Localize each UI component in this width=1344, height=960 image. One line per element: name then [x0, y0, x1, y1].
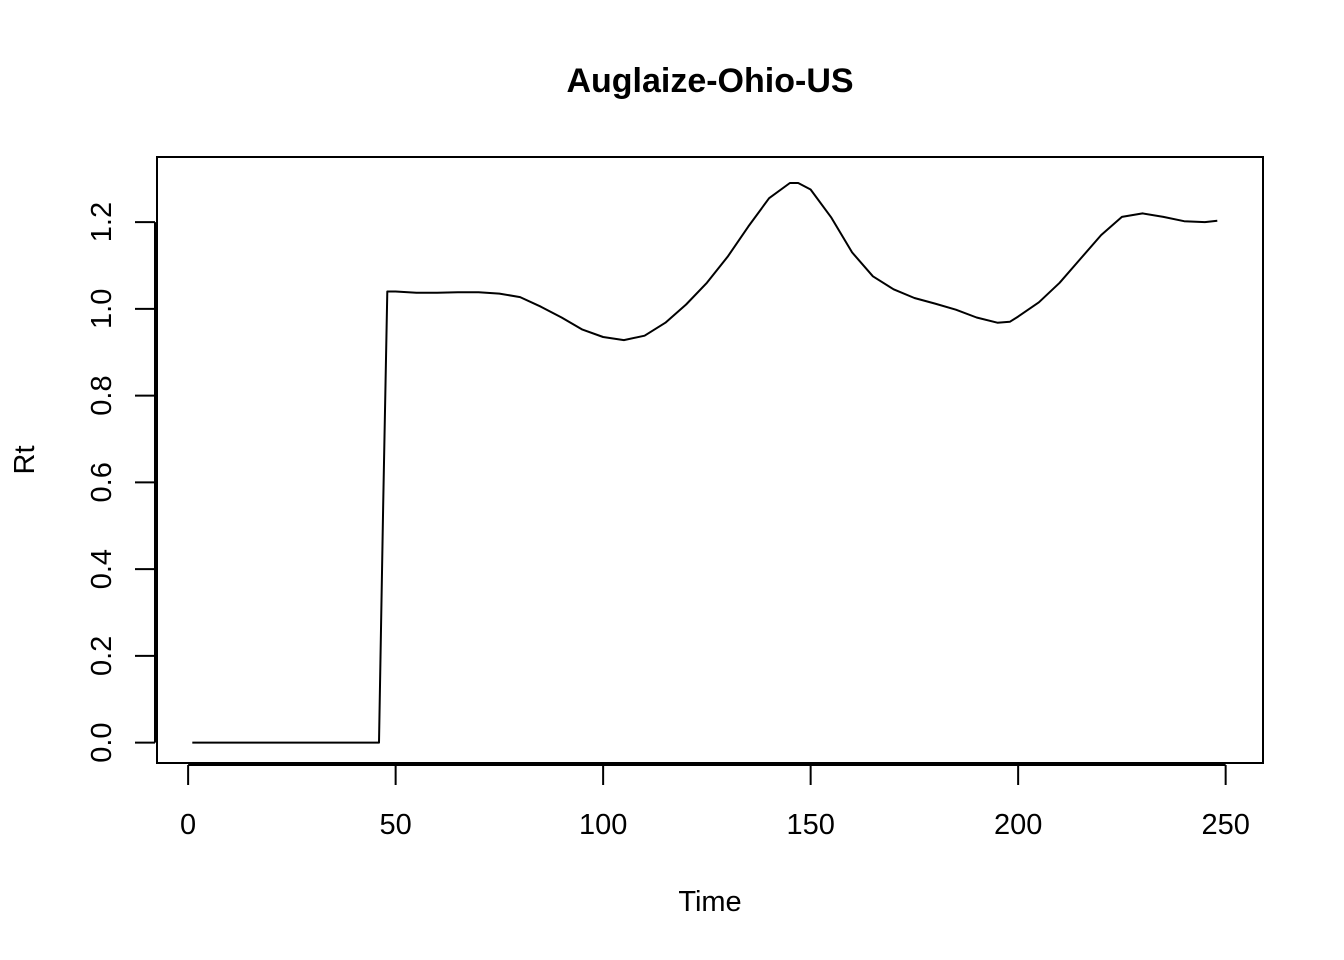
x-axis: 0 50 100 150 200 250 [180, 764, 1250, 841]
y-tick-label: 1.2 [86, 202, 118, 242]
chart-title: Auglaize-Ohio-US [566, 62, 853, 100]
plot-frame [156, 156, 1264, 764]
y-tick-label: 0.0 [86, 722, 118, 762]
x-tick-label: 150 [786, 809, 834, 841]
y-tick-label: 0.2 [86, 636, 118, 676]
series-line-rt [192, 182, 1218, 744]
y-tick-label: 0.8 [86, 375, 118, 415]
x-tick-label: 100 [579, 809, 627, 841]
x-axis-label: Time [678, 886, 741, 918]
y-axis: 0.0 0.2 0.4 0.6 0.8 1.0 1.2 [86, 202, 156, 763]
x-tick-label: 0 [180, 809, 196, 841]
y-tick-label: 0.4 [86, 549, 118, 589]
x-tick-label: 200 [994, 809, 1042, 841]
y-axis-label: Rt [9, 446, 41, 475]
y-tick-label: 1.0 [86, 289, 118, 329]
x-tick-label: 250 [1201, 809, 1249, 841]
x-tick-label: 50 [379, 809, 411, 841]
y-tick-label: 0.6 [86, 462, 118, 502]
